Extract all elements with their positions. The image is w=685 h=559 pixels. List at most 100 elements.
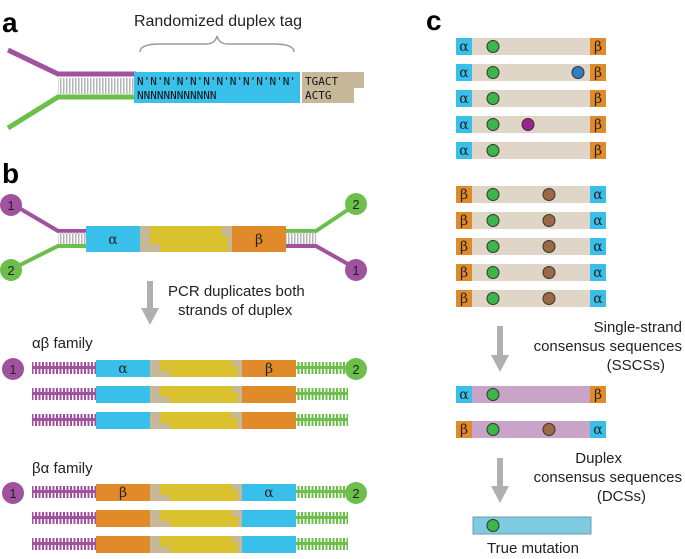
first-tag-label: α (118, 361, 128, 377)
left-adapter-line (32, 542, 96, 545)
read-left-tag (456, 38, 472, 55)
tag-brace (139, 35, 295, 53)
panel-c-letter: c (426, 5, 442, 36)
adapter-top-sequence: TGACT (305, 75, 338, 88)
alpha-label: α (108, 232, 118, 248)
left-tag-label: α (459, 117, 469, 133)
left-tag-label: β (460, 291, 468, 307)
family-read (32, 510, 348, 527)
right-adapter-line (296, 366, 348, 369)
mutation-dot (486, 240, 500, 253)
read-first-tag (96, 484, 150, 501)
brown-variant-dot (542, 292, 556, 305)
left-tag-label: β (460, 265, 468, 281)
first-tag-label: β (119, 485, 127, 501)
pcr-text-line2: strands of duplex (178, 302, 293, 319)
mutation-dot (486, 144, 500, 157)
alpha-tag-block (86, 226, 140, 252)
right-tag-label: α (593, 239, 603, 255)
left-tag-label: α (459, 39, 469, 55)
strand-1-number: 1 (7, 198, 14, 213)
left-tag-label: β (460, 422, 468, 438)
tag-label: Randomized duplex tag (134, 13, 302, 30)
left-tag-label: β (460, 213, 468, 229)
right-tag-label: α (593, 291, 603, 307)
left-adapter-line (32, 490, 96, 493)
left-tag-label: α (459, 143, 469, 159)
left-adapter-line (32, 366, 96, 369)
panel-b-letter: b (2, 158, 19, 189)
read-left-tag (456, 421, 472, 438)
read-left-tag (456, 186, 472, 203)
read-bar (456, 212, 606, 229)
right-tag-label: β (594, 143, 602, 159)
insert-block (150, 226, 228, 252)
adapter-bottom-strand (6, 94, 136, 131)
read-left-tag (456, 264, 472, 281)
dcs-bar (472, 516, 592, 535)
read-left-tag (456, 90, 472, 107)
read-bar (456, 386, 606, 403)
mutation-dot (486, 92, 500, 105)
right-top-arm (286, 203, 357, 233)
read-right-tag (590, 238, 606, 255)
read-bar (456, 38, 606, 55)
strand-1-marker (0, 194, 22, 216)
left-adapter-line (32, 418, 96, 421)
pcr-text-line1: PCR duplicates both (168, 283, 305, 300)
read-second-tag (242, 536, 296, 553)
read-bar (456, 290, 606, 307)
family-ba: β α1 2 (2, 482, 367, 553)
read-bar (456, 421, 606, 438)
right-adapter-line (296, 392, 348, 395)
read-insert (160, 536, 238, 553)
dcs-line2: consensus sequences (534, 469, 682, 486)
read-right-tag (590, 212, 606, 229)
right-tag-label: β (594, 117, 602, 133)
strand-2-right-marker (345, 193, 367, 215)
left-tag-label: β (460, 239, 468, 255)
family-read (32, 536, 348, 553)
right-adapter-line (296, 542, 348, 545)
adapter-overhang-box (302, 72, 364, 103)
family-left-number: 1 (9, 486, 16, 501)
brown-variant-dot (542, 188, 556, 201)
read-right-tag (590, 186, 606, 203)
read-first-tag (96, 536, 150, 553)
pcr-error-dot (521, 118, 535, 131)
left-rungs (58, 232, 88, 244)
right-tag-label: β (594, 65, 602, 81)
brown-variant-dot (542, 266, 556, 279)
mutation-dot (486, 118, 500, 131)
sscs-line2: consensus sequences (534, 338, 682, 355)
mutation-dot (486, 66, 500, 79)
read-right-tag (590, 90, 606, 107)
right-tag-label: α (593, 422, 603, 438)
read-right-tag (590, 116, 606, 133)
read-first-tag (96, 360, 150, 377)
read-insert (160, 386, 238, 403)
panel-b-duplex: α β 1 2 2 1 (0, 193, 367, 281)
mutation-dot (486, 40, 500, 53)
sequencing-error-dot (571, 66, 585, 79)
read-second-tag (242, 510, 296, 527)
left-tag-label: α (459, 91, 469, 107)
right-adapter-line (296, 490, 348, 493)
read-right-tag (590, 264, 606, 281)
right-tag-label: α (593, 213, 603, 229)
read-second-tag (242, 412, 296, 429)
strand-2-right-number: 2 (352, 197, 359, 212)
right-adapter-line (296, 516, 348, 519)
brown-variant-dot (542, 240, 556, 253)
tag-top-sequence: N'N'N'N'N'N'N'N'N'N'N'N' (137, 75, 296, 88)
mutation-dot (486, 292, 500, 305)
right-tag-label: α (593, 187, 603, 203)
mutation-dot (486, 388, 500, 401)
read-insert (160, 484, 238, 501)
